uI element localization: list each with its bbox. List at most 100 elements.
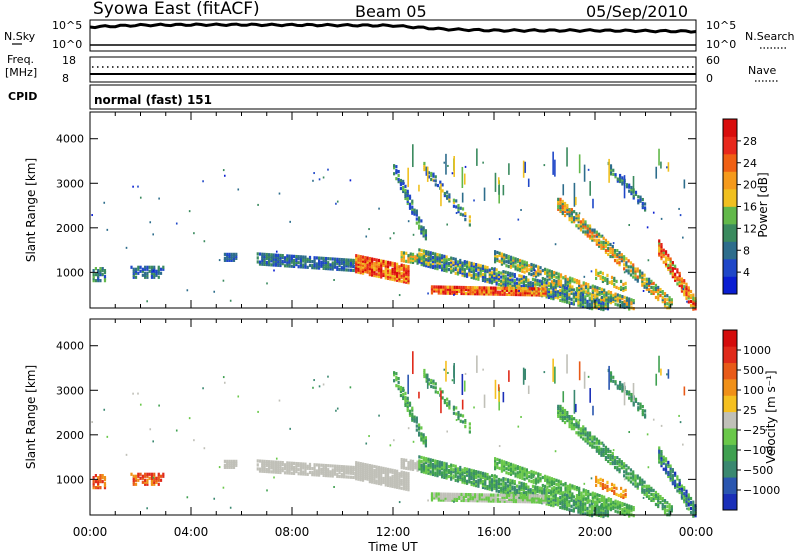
- velocity-cell: [355, 469, 358, 473]
- power-cell: [597, 302, 600, 306]
- velocity-cell: [458, 494, 461, 499]
- power-cell: [554, 293, 557, 297]
- velocity-cell: [311, 467, 314, 471]
- power-cell: [405, 278, 408, 282]
- velocity-cell: [364, 467, 367, 471]
- velocity-cell: [442, 498, 445, 502]
- velocity-cell: [272, 462, 275, 466]
- velocity-cell: [427, 382, 431, 386]
- power-cell: [630, 185, 633, 190]
- velocity-cell: [583, 371, 586, 389]
- power-cell: [101, 273, 104, 277]
- velocity-cell: [137, 472, 140, 476]
- power-cell: [333, 261, 337, 265]
- power-cell: [587, 292, 590, 297]
- power-cell: [393, 268, 396, 272]
- velocity-cell: [468, 430, 471, 434]
- power-cell: [489, 290, 493, 294]
- velocity-cell: [496, 461, 499, 466]
- velocity-cell: [566, 490, 569, 494]
- power-cell: [274, 253, 278, 257]
- velocity-cell: [338, 470, 341, 475]
- power-cell: [450, 262, 453, 266]
- power-cell: [663, 292, 667, 296]
- velocity-cell: [375, 481, 378, 485]
- velocity-cell: [382, 468, 385, 473]
- velocity-cell: [456, 477, 460, 481]
- power-cell: [629, 273, 633, 277]
- power-cell: [175, 222, 178, 225]
- velocity-cell: [509, 490, 512, 495]
- power-cell: [490, 281, 494, 285]
- power-cell: [433, 289, 436, 293]
- velocity-cell: [593, 437, 596, 441]
- nsky-trace: [89, 22, 697, 34]
- velocity-cell: [495, 479, 498, 483]
- power-cell: [433, 287, 436, 291]
- power-cell: [593, 234, 596, 238]
- velocity-cell: [400, 459, 403, 464]
- power-cell: [618, 300, 622, 304]
- power-cell: [405, 274, 408, 278]
- power-cell: [535, 287, 538, 291]
- power-cell: [270, 255, 273, 259]
- power-cell: [274, 263, 278, 267]
- velocity-cell: [628, 506, 631, 510]
- power-cell: [393, 274, 396, 278]
- power-cell: [345, 262, 348, 266]
- velocity-cell: [429, 460, 432, 464]
- velocity-cell: [465, 467, 469, 471]
- velocity-cell: [289, 427, 291, 430]
- power-cell: [452, 267, 455, 270]
- velocity-cell: [628, 504, 631, 508]
- velocity-cell: [368, 435, 370, 438]
- velocity-cell: [464, 494, 468, 499]
- power-cell: [591, 234, 594, 238]
- power-cell: [499, 286, 502, 290]
- power-cell: [299, 263, 303, 267]
- power-cell: [513, 275, 516, 279]
- velocity-cell: [357, 473, 360, 477]
- velocity-cell: [373, 472, 376, 477]
- power-cell: [152, 269, 155, 272]
- power-cell: [543, 164, 546, 167]
- velocity-cell: [544, 500, 547, 504]
- velocity-cell: [461, 470, 464, 474]
- power-cell: [658, 245, 661, 249]
- velocity-cell: [575, 499, 578, 504]
- velocity-cell: [366, 475, 369, 479]
- velocity-cell: [532, 474, 535, 478]
- velocity-cell: [563, 414, 567, 419]
- velocity-cell: [398, 480, 401, 484]
- power-cell: [519, 293, 522, 297]
- power-cell: [463, 270, 466, 274]
- power-cell: [416, 253, 419, 257]
- power-cell: [604, 238, 608, 242]
- velocity-cell: [566, 414, 569, 419]
- power-cell: [408, 194, 412, 198]
- velocity-cell: [468, 476, 471, 480]
- velocity-cell: [407, 484, 410, 488]
- power-cell: [616, 261, 619, 265]
- velocity-cell: [527, 489, 530, 493]
- velocity-cell: [422, 433, 425, 437]
- velocity-cell: [302, 470, 305, 474]
- velocity-cell: [565, 499, 569, 503]
- velocity-cell: [528, 496, 531, 500]
- power-cell: [572, 296, 575, 300]
- velocity-cell: [469, 497, 472, 501]
- velocity-cell: [407, 482, 410, 486]
- velocity-cell: [607, 449, 610, 454]
- power-cell: [521, 267, 524, 271]
- velocity-cell: [579, 433, 583, 437]
- power-cell: [512, 290, 515, 295]
- power-cell: [575, 278, 579, 283]
- power-cell: [422, 234, 425, 238]
- power-cell: [623, 305, 626, 310]
- velocity-cell: [349, 467, 353, 471]
- velocity-cell: [420, 465, 423, 470]
- power-cell: [513, 281, 516, 285]
- velocity-cell: [555, 482, 558, 486]
- velocity-cell: [587, 497, 590, 502]
- power-cell: [652, 281, 655, 286]
